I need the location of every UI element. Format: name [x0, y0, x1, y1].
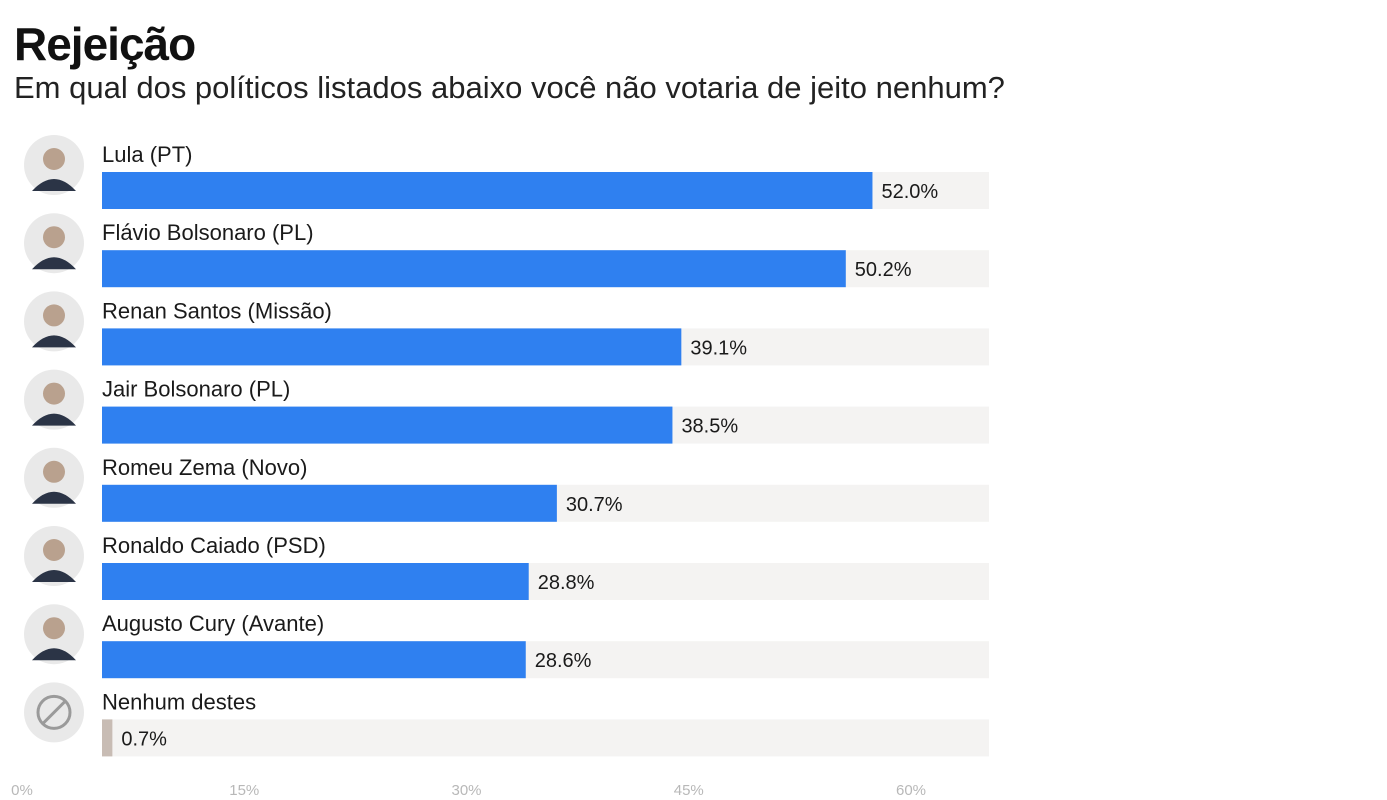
value-label: 0.7%: [121, 728, 167, 750]
person-head-icon: [43, 617, 65, 640]
chart-subtitle: Em qual dos políticos listados abaixo vo…: [14, 70, 1005, 105]
x-tick-label: 60%: [896, 782, 926, 799]
category-label: Jair Bolsonaro (PL): [102, 377, 290, 402]
person-body-icon: [32, 570, 76, 582]
value-label: 50.2%: [855, 259, 912, 281]
bar: [102, 406, 673, 444]
bar: [102, 250, 846, 288]
person-head-icon: [43, 460, 65, 483]
category-label: Romeu Zema (Novo): [102, 455, 307, 480]
x-tick-label: 30%: [451, 782, 481, 799]
category-label: Lula (PT): [102, 142, 192, 167]
person-body-icon: [32, 257, 76, 270]
bar-track: [102, 719, 989, 757]
x-tick-label: 15%: [229, 782, 259, 799]
x-tick-label: 45%: [674, 782, 704, 799]
person-head-icon: [43, 148, 65, 170]
bar: [102, 719, 113, 757]
bar: [102, 328, 682, 366]
prohibited-icon-slash: [41, 700, 67, 725]
bar: [102, 172, 873, 209]
person-body-icon: [32, 335, 76, 348]
category-label: Nenhum destes: [102, 689, 256, 714]
category-label: Flávio Bolsonaro (PL): [102, 220, 314, 245]
category-label: Renan Santos (Missão): [102, 298, 332, 323]
value-label: 28.6%: [535, 650, 592, 672]
person-body-icon: [32, 648, 76, 661]
person-head-icon: [43, 226, 65, 249]
chart-title: Rejeição: [14, 18, 196, 70]
category-label: Augusto Cury (Avante): [102, 611, 324, 636]
person-head-icon: [43, 382, 65, 405]
x-tick-label: 0%: [11, 782, 33, 799]
prohibited-icon: [36, 694, 72, 730]
value-label: 52.0%: [881, 181, 938, 203]
person-body-icon: [32, 413, 76, 426]
value-label: 39.1%: [690, 337, 747, 359]
value-label: 38.5%: [681, 416, 738, 438]
person-head-icon: [43, 539, 65, 561]
bar: [102, 484, 557, 522]
person-body-icon: [32, 491, 76, 504]
bar: [102, 641, 526, 679]
value-label: 30.7%: [566, 494, 623, 516]
category-label: Ronaldo Caiado (PSD): [102, 533, 326, 558]
person-head-icon: [43, 304, 65, 327]
person-body-icon: [32, 179, 76, 191]
value-label: 28.8%: [538, 572, 595, 594]
bar: [102, 563, 529, 600]
